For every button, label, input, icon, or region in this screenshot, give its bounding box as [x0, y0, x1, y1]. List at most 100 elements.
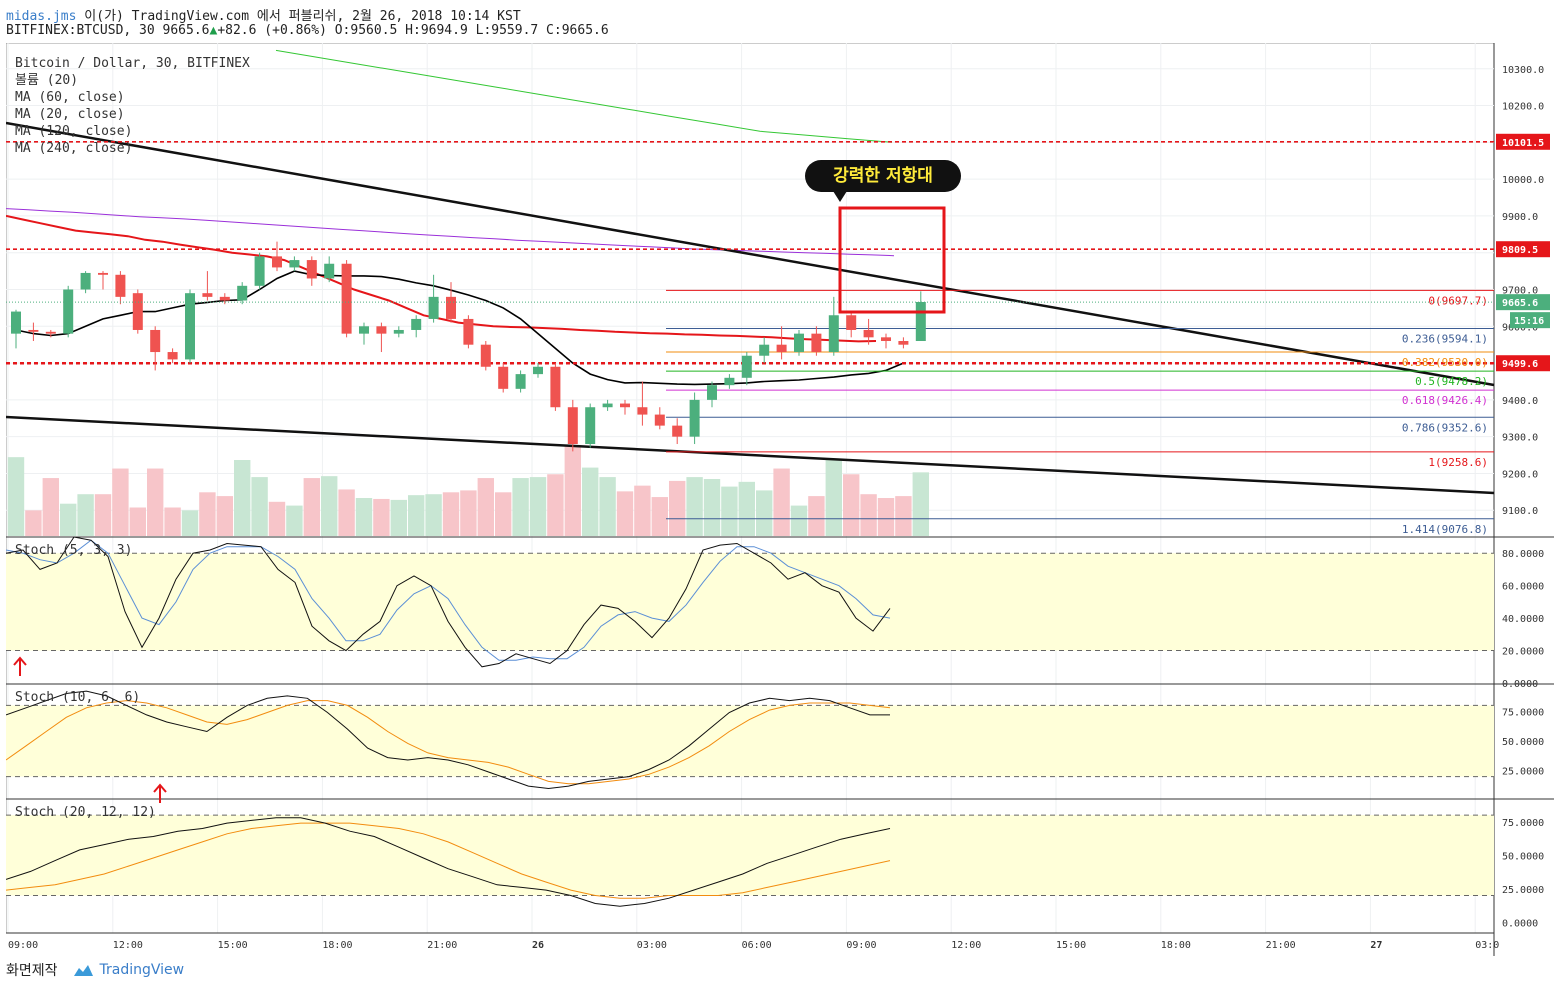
- x-tick-label: 15:00: [218, 940, 248, 951]
- price-level-tag: [1496, 133, 1550, 150]
- candle-body: [759, 344, 770, 356]
- candle-body: [272, 256, 282, 268]
- stoch-tick-label: 75.0000: [1502, 818, 1544, 829]
- price-level-tag-label: 9809.5: [1502, 245, 1538, 256]
- volume-bar: [129, 507, 146, 536]
- volume-bar: [895, 496, 912, 536]
- legend-title: Bitcoin / Dollar, 30, BITFINEX: [15, 56, 250, 71]
- volume-bar: [460, 490, 477, 536]
- volume-bar: [582, 467, 599, 536]
- volume-bar: [286, 505, 303, 536]
- candle-body: [811, 333, 822, 353]
- candle-body: [132, 293, 143, 330]
- stoch-d-line: [5, 822, 891, 899]
- candle-body: [359, 326, 369, 334]
- price-tick-label: 10200.0: [1502, 102, 1544, 113]
- candle-body: [237, 285, 248, 301]
- footer: 화면제작 TradingView: [6, 960, 184, 980]
- stoch-k-line: [5, 690, 890, 790]
- volume-bar: [338, 489, 355, 536]
- red-up-arrow-head: [13, 656, 27, 666]
- x-tick-label: 03:00: [637, 940, 667, 951]
- fib-level-label: 0.382(9530.0): [1402, 356, 1488, 369]
- volume-bar: [738, 481, 755, 536]
- volume-bar: [164, 507, 181, 536]
- stoch-tick-label: 0.0000: [1502, 918, 1538, 929]
- candle-body: [828, 315, 839, 353]
- price-change: +82.6 (+0.86%): [217, 23, 327, 38]
- stoch-tick-label: 50.0000: [1502, 851, 1544, 862]
- volume-bar: [199, 492, 216, 536]
- volume-bar: [616, 491, 634, 536]
- volume-bar: [651, 497, 668, 536]
- symbol-header: BITFINEX:BTCUSD, 30 9665.6▲+82.6 (+0.86%…: [6, 23, 609, 38]
- tradingview-brand: TradingView: [99, 962, 185, 978]
- volume-bar: [355, 498, 373, 536]
- candle-body: [637, 407, 648, 415]
- x-tick-label: 09:00: [8, 940, 38, 951]
- fib-level-label: 1.414(9076.8): [1402, 523, 1488, 536]
- legend-item: MA (60, close): [15, 90, 125, 105]
- last-price-tag: [1496, 294, 1550, 311]
- volume-bar: [112, 468, 129, 536]
- candle-body: [428, 296, 439, 319]
- resistance-box: [838, 206, 946, 314]
- price-tick-label: 10300.0: [1502, 65, 1544, 76]
- candle-body: [98, 272, 108, 275]
- candle-body: [446, 296, 456, 319]
- volume-bar: [147, 468, 164, 536]
- volume-bar: [425, 494, 442, 536]
- candle-body: [881, 337, 891, 342]
- candle-body: [480, 344, 491, 367]
- ma20-line: [15, 270, 904, 386]
- price-level-tag-label: 9499.6: [1502, 359, 1538, 370]
- tradingview-logo[interactable]: TradingView: [72, 962, 185, 978]
- candle-body: [707, 385, 717, 400]
- volume-bar: [60, 503, 77, 536]
- legend-item: MA (240, close): [15, 141, 132, 156]
- stoch-panel-title: Stoch (20, 12, 12): [15, 805, 156, 820]
- candle-body: [863, 329, 874, 338]
- volume-bar: [442, 492, 460, 536]
- fib-level-label: 0(9697.7): [1428, 294, 1488, 307]
- candle-body: [620, 403, 630, 408]
- volume-bar: [234, 460, 251, 536]
- lower-trendline: [5, 415, 1495, 495]
- x-tick-label: 15:00: [1056, 940, 1086, 951]
- volume-bar: [756, 490, 773, 536]
- chart-area[interactable]: 09:00 12:00 15:00 18:00 21:00 26 03:00 06:00 09:…: [5, 42, 1554, 956]
- x-tick-label: 18:00: [322, 940, 352, 951]
- price-tick-label: 9900.0: [1502, 212, 1538, 223]
- publish-text: 이(가) TradingView.com 에서 퍼블리쉬, 2월 26, 201…: [84, 9, 521, 24]
- stoch-d-line: [5, 700, 891, 785]
- stoch-tick-label: 25.0000: [1502, 767, 1544, 778]
- volume-bar: [564, 445, 581, 536]
- candle-body: [289, 260, 300, 268]
- candle-body: [672, 425, 683, 437]
- stoch-tick-label: 80.0000: [1502, 549, 1544, 560]
- price-axis-bg: [1494, 43, 1554, 956]
- cloud-logo-icon: [73, 965, 93, 976]
- x-tick-label: 26: [532, 940, 544, 951]
- stoch-panel-title: Stoch (10, 6, 6): [15, 690, 140, 705]
- candle-body: [11, 311, 21, 334]
- candle-body: [411, 318, 422, 330]
- price-tick-label: 9100.0: [1502, 506, 1538, 517]
- chart-svg[interactable]: 09:00 12:00 15:00 18:00 21:00 26 03:00 06:00 09:…: [5, 42, 1554, 956]
- ma120-line: [5, 208, 895, 257]
- author-link[interactable]: midas.jms: [6, 9, 77, 24]
- legend-item: MA (120, close): [15, 124, 132, 139]
- volume-bar: [408, 495, 425, 536]
- volume-bar: [808, 496, 825, 536]
- candle-body: [341, 263, 352, 334]
- volume-bar: [216, 496, 233, 536]
- volume-bar: [773, 468, 790, 536]
- countdown-tag: [1510, 312, 1550, 329]
- candle-body: [393, 329, 404, 334]
- stoch-tick-label: 60.0000: [1502, 582, 1544, 593]
- volume-bar: [790, 505, 808, 536]
- candle-body: [167, 352, 178, 360]
- candle-body: [585, 407, 596, 445]
- symbol-line: BITFINEX:BTCUSD, 30 9665.6: [6, 23, 210, 38]
- candle-body: [567, 407, 578, 445]
